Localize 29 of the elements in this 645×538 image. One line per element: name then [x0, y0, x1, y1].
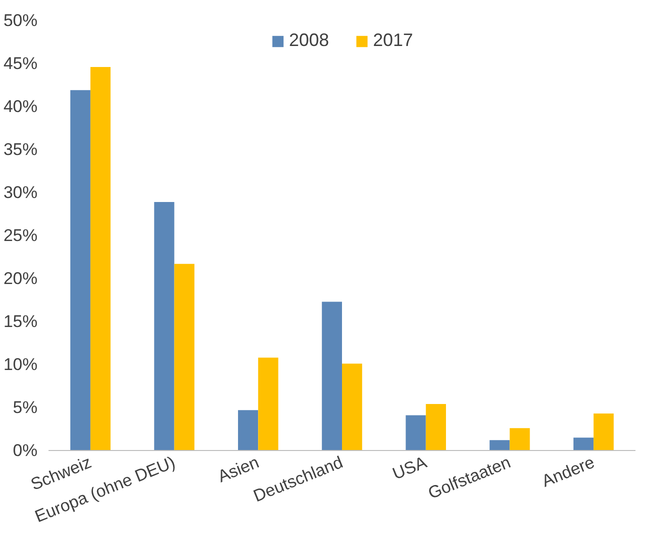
bar: [322, 302, 342, 450]
bar: [490, 440, 510, 450]
y-tick-label: 15%: [3, 312, 38, 331]
bar: [238, 410, 258, 450]
y-tick-label: 50%: [3, 11, 38, 30]
bar: [154, 202, 174, 450]
y-tick-label: 10%: [3, 355, 38, 374]
legend-label: 2008: [288, 30, 329, 51]
y-tick-label: 0%: [12, 441, 38, 460]
y-tick-label: 25%: [3, 226, 38, 245]
bar: [90, 66, 111, 450]
y-tick-label: 35%: [3, 140, 38, 159]
bar: [406, 415, 426, 450]
legend-label: 2017: [373, 30, 414, 51]
y-tick-label: 5%: [12, 398, 38, 417]
y-tick-label: 20%: [3, 269, 38, 288]
y-tick-label: 40%: [3, 97, 38, 116]
bar: [342, 364, 362, 450]
y-tick-label: 45%: [3, 54, 38, 73]
bar: [510, 428, 530, 450]
x-tick-label: Andere: [539, 452, 598, 491]
y-tick-label: 30%: [3, 183, 38, 202]
bar: [426, 404, 446, 450]
bar: [174, 264, 194, 450]
bar: [258, 358, 278, 450]
bar: [70, 90, 90, 450]
bar: [573, 438, 594, 450]
x-tick-label: USA: [390, 452, 430, 484]
bar: [594, 414, 614, 450]
